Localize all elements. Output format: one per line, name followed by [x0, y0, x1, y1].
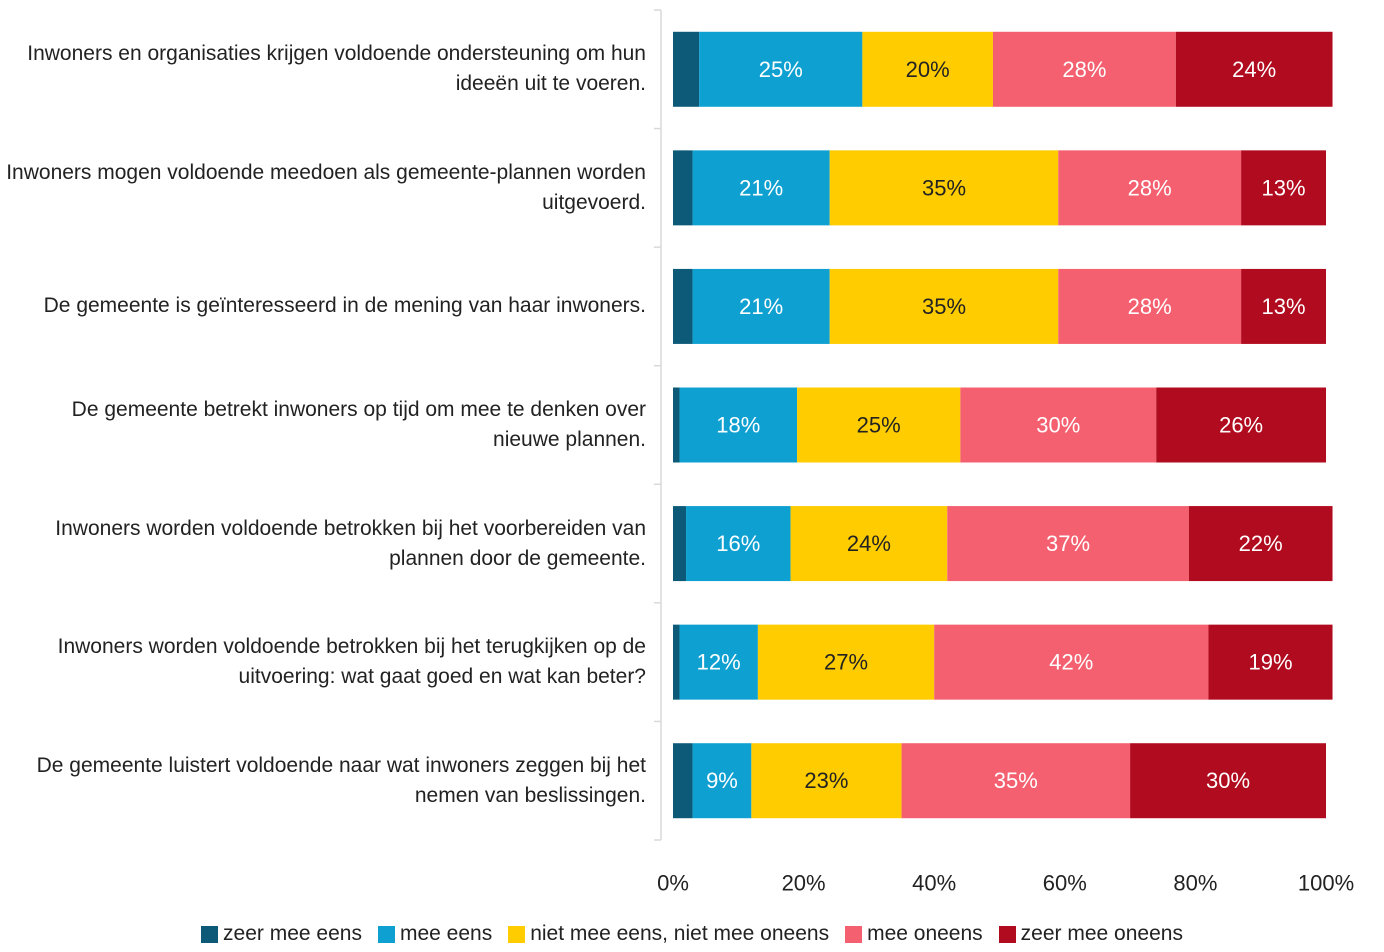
data-label: 28% — [1128, 294, 1172, 319]
data-label: 26% — [1219, 413, 1263, 438]
x-tick-label: 40% — [912, 871, 956, 896]
data-label: 18% — [716, 413, 760, 438]
legend-label: mee oneens — [867, 922, 983, 945]
legend-label: zeer mee oneens — [1020, 922, 1183, 945]
bar-segment — [692, 150, 830, 226]
bar-segment — [673, 624, 680, 700]
legend-label: zeer mee eens — [223, 922, 362, 945]
data-label: 35% — [922, 175, 966, 200]
category-label: Inwoners worden voldoende betrokken bij … — [55, 516, 646, 570]
bar-segment — [862, 31, 993, 107]
data-label: 35% — [994, 768, 1038, 793]
legend-swatch — [998, 925, 1016, 943]
legend-item: zeer mee oneens — [998, 922, 1183, 946]
bar-segment — [699, 31, 863, 107]
data-label: 28% — [1128, 175, 1172, 200]
legend: zeer mee eens mee eens niet mee eens, niet… — [0, 922, 1384, 946]
x-tick-label: 20% — [782, 871, 826, 896]
bar-segment — [1130, 743, 1326, 819]
bar-segment — [673, 506, 687, 582]
bar-segment — [673, 743, 693, 819]
bar-segment — [947, 506, 1189, 582]
bar-segment — [934, 624, 1209, 700]
bar-segment — [1156, 387, 1326, 463]
bar-segment — [829, 150, 1059, 226]
legend-item: mee oneens — [845, 922, 983, 946]
legend-swatch — [508, 925, 526, 943]
bar-segment — [790, 506, 948, 582]
bar-segment — [686, 506, 791, 582]
data-label: 27% — [824, 650, 868, 675]
legend-swatch — [201, 925, 219, 943]
bar-segment — [1208, 624, 1333, 700]
data-label: 19% — [1248, 650, 1292, 675]
data-label: 13% — [1262, 294, 1306, 319]
data-label: 35% — [922, 294, 966, 319]
data-label: 16% — [716, 531, 760, 556]
category-label: De gemeente luistert voldoende naar wat … — [36, 753, 646, 807]
data-label: 23% — [804, 768, 848, 793]
data-label: 21% — [739, 294, 783, 319]
bar-segment — [679, 624, 758, 700]
legend-swatch — [377, 925, 395, 943]
data-label: 25% — [857, 413, 901, 438]
bar-segment — [901, 743, 1131, 819]
data-label: 20% — [906, 57, 950, 82]
legend-item: niet mee eens, niet mee oneens — [508, 922, 829, 946]
bar-segment — [797, 387, 961, 463]
data-label: 30% — [1206, 768, 1250, 793]
data-label: 9% — [706, 768, 738, 793]
bar-segment — [757, 624, 935, 700]
data-label: 13% — [1262, 175, 1306, 200]
bar-segment — [1175, 31, 1333, 107]
data-label: 24% — [1232, 57, 1276, 82]
x-tick-label: 60% — [1043, 871, 1087, 896]
bar-segment — [992, 31, 1176, 107]
bar-segment — [673, 268, 693, 344]
x-tick-label: 80% — [1173, 871, 1217, 896]
data-label: 37% — [1046, 531, 1090, 556]
category-label: De gemeente betrekt inwoners op tijd om … — [71, 398, 646, 451]
bar-segment — [673, 150, 693, 226]
data-label: 25% — [759, 57, 803, 82]
bar-segment — [673, 387, 680, 463]
bar-segment — [1058, 150, 1242, 226]
x-tick-label: 0% — [657, 871, 689, 896]
category-label: Inwoners en organisaties krijgen voldoen… — [27, 42, 646, 96]
legend-label: mee eens — [399, 922, 493, 945]
data-label: 42% — [1049, 650, 1093, 675]
bar-segment — [673, 31, 700, 107]
legend-label: niet mee eens, niet mee oneens — [530, 922, 830, 945]
legend-item: mee eens — [377, 922, 493, 946]
legend-item: zeer mee eens — [201, 922, 362, 946]
data-label: 12% — [697, 650, 741, 675]
bar-segment — [829, 268, 1059, 344]
data-label: 21% — [739, 175, 783, 200]
category-label: Inwoners mogen voldoende meedoen als gem… — [6, 160, 646, 214]
category-label: De gemeente is geïnteresseerd in de meni… — [43, 294, 646, 318]
bar-segment — [1241, 268, 1326, 344]
data-label: 28% — [1062, 57, 1106, 82]
bar-segment — [751, 743, 902, 819]
bar-segment — [692, 743, 752, 819]
bar-segment — [960, 387, 1157, 463]
bar-segment — [1188, 506, 1333, 582]
data-label: 22% — [1239, 531, 1283, 556]
category-label: Inwoners worden voldoende betrokken bij … — [57, 635, 646, 689]
bar-segment — [1058, 268, 1242, 344]
x-tick-label: 100% — [1298, 871, 1354, 896]
bar-segment — [1241, 150, 1326, 226]
data-label: 30% — [1036, 413, 1080, 438]
legend-swatch — [845, 925, 863, 943]
bar-segment — [679, 387, 798, 463]
data-label: 24% — [847, 531, 891, 556]
bar-segment — [692, 268, 830, 344]
